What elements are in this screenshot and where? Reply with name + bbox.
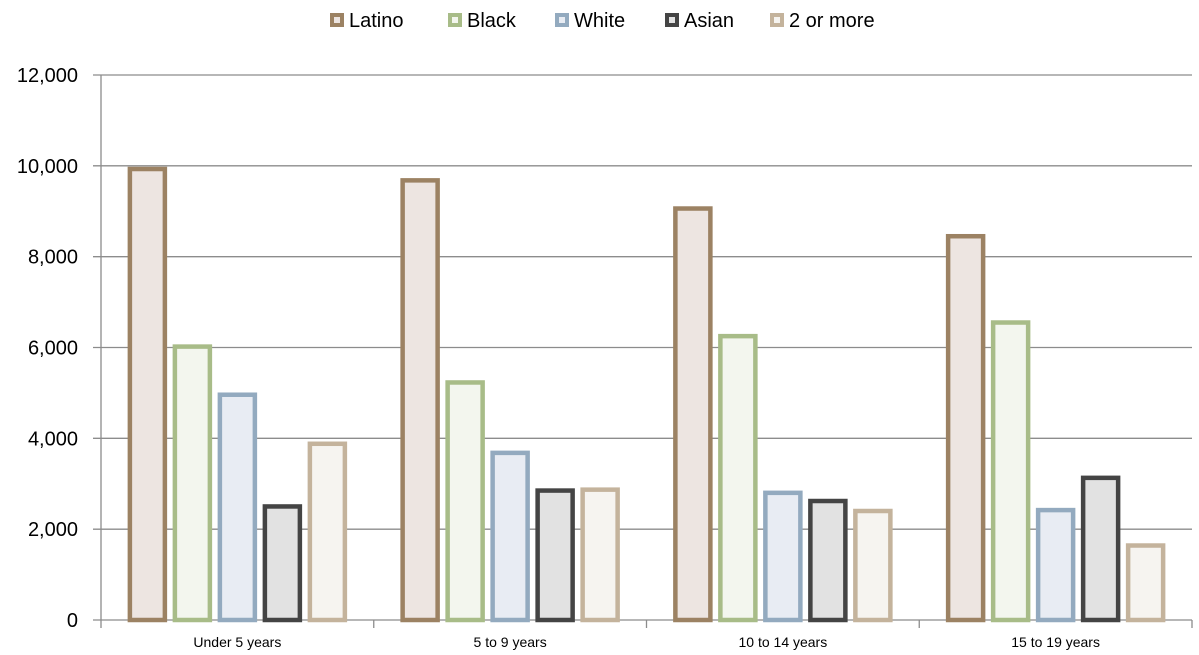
legend-item: 2 or more	[770, 10, 875, 32]
legend-label: Latino	[349, 10, 404, 32]
y-tick-label: 2,000	[28, 519, 78, 541]
legend-item: Asian	[665, 10, 734, 32]
bar-asian	[1080, 475, 1121, 623]
legend-swatch-inner	[774, 17, 780, 23]
bar-2-or-more	[1125, 543, 1166, 623]
legend-swatch-inner	[334, 17, 340, 23]
bar-2-or-more	[580, 487, 620, 623]
y-tick-label: 8,000	[28, 247, 78, 269]
legend: Latino Black White Asian 2 or more	[330, 10, 875, 32]
bar-asian	[262, 504, 303, 623]
y-axis: 0 2,000 4,000 6,000 8,000 10,000 12,000	[17, 65, 102, 632]
x-tick-label: Under 5 years	[193, 634, 281, 650]
legend-swatch-inner	[559, 17, 565, 23]
legend-label: Asian	[684, 10, 734, 32]
bar-latino	[127, 166, 168, 623]
legend-item: Black	[448, 10, 517, 32]
legend-label: Black	[467, 10, 517, 32]
bars	[127, 166, 1166, 623]
bar-asian	[808, 498, 848, 623]
y-tick-label: 4,000	[28, 428, 78, 450]
legend-label: 2 or more	[789, 10, 875, 32]
bar-asian	[535, 488, 575, 623]
bar-white	[217, 392, 258, 623]
legend-swatch-inner	[452, 17, 458, 23]
legend-swatch-inner	[669, 17, 675, 23]
bar-black	[718, 333, 758, 623]
bar-latino	[945, 233, 986, 623]
bar-2-or-more	[307, 441, 348, 623]
bar-2-or-more	[853, 508, 893, 623]
legend-label: White	[574, 10, 625, 32]
legend-item: Latino	[330, 10, 404, 32]
bar-latino	[673, 206, 713, 623]
y-tick-label: 10,000	[17, 156, 78, 178]
bar-latino	[400, 178, 440, 623]
x-tick-label: 5 to 9 years	[474, 634, 547, 650]
legend-item: White	[555, 10, 625, 32]
x-axis: Under 5 years 5 to 9 years 10 to 14 years 1…	[100, 620, 1193, 650]
y-tick-label: 0	[67, 610, 78, 632]
y-tick-label: 6,000	[28, 338, 78, 360]
bar-white	[1035, 507, 1076, 623]
y-tick-label: 12,000	[17, 65, 78, 87]
bar-white	[763, 490, 803, 623]
bar-black	[990, 320, 1031, 623]
bar-black	[445, 380, 485, 623]
x-tick-label: 10 to 14 years	[739, 634, 828, 650]
bar-black	[172, 344, 213, 623]
bar-white	[490, 450, 530, 623]
x-tick-label: 15 to 19 years	[1011, 634, 1100, 650]
